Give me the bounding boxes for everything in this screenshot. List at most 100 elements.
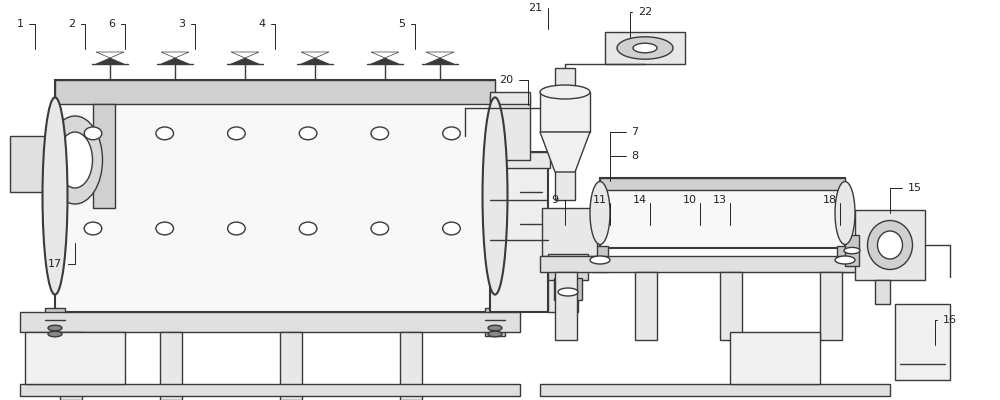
Ellipse shape	[868, 220, 912, 270]
Bar	[45, 308, 65, 336]
Ellipse shape	[443, 222, 460, 235]
Ellipse shape	[540, 85, 590, 99]
Text: 18: 18	[823, 195, 840, 225]
Circle shape	[844, 247, 860, 254]
Bar	[93, 104, 115, 208]
Polygon shape	[161, 52, 189, 58]
Text: 1: 1	[16, 19, 35, 49]
Ellipse shape	[84, 127, 102, 140]
Bar	[635, 272, 657, 340]
Polygon shape	[371, 58, 399, 64]
Polygon shape	[540, 132, 590, 172]
Ellipse shape	[590, 182, 610, 244]
Text: 16: 16	[935, 315, 957, 345]
Circle shape	[590, 256, 610, 264]
Bar	[540, 256, 890, 272]
Text: 4: 4	[258, 19, 275, 49]
Bar	[490, 152, 548, 312]
Circle shape	[558, 288, 578, 296]
Bar	[55, 80, 495, 104]
Text: 17: 17	[48, 243, 75, 269]
Text: 10: 10	[683, 195, 700, 225]
Bar	[720, 272, 742, 340]
Ellipse shape	[835, 182, 855, 244]
Bar	[548, 254, 588, 280]
Bar	[160, 332, 182, 400]
Bar	[548, 240, 578, 312]
Text: 9: 9	[551, 195, 565, 225]
Ellipse shape	[156, 222, 173, 235]
Bar	[10, 136, 55, 192]
Circle shape	[835, 256, 855, 264]
Bar	[540, 384, 890, 396]
Ellipse shape	[84, 222, 102, 235]
Bar	[280, 332, 302, 400]
Text: 22: 22	[630, 7, 652, 37]
Bar	[855, 210, 925, 280]
Text: 8: 8	[610, 151, 639, 181]
Bar	[600, 178, 845, 248]
Ellipse shape	[42, 97, 68, 294]
Circle shape	[488, 331, 502, 337]
Bar	[485, 308, 505, 336]
Bar	[605, 32, 685, 64]
Ellipse shape	[443, 127, 460, 140]
Bar	[60, 332, 82, 400]
Bar	[555, 272, 577, 340]
Text: 5: 5	[398, 19, 415, 49]
Bar	[542, 208, 597, 256]
Circle shape	[633, 43, 657, 53]
Bar	[490, 152, 550, 168]
Text: 13: 13	[713, 195, 730, 225]
Text: 6: 6	[108, 19, 125, 49]
Bar	[895, 304, 950, 380]
Text: 21: 21	[528, 3, 548, 29]
Bar	[540, 92, 590, 132]
Polygon shape	[371, 52, 399, 58]
Bar	[400, 332, 422, 400]
Text: 15: 15	[890, 183, 922, 213]
Ellipse shape	[299, 222, 317, 235]
Bar	[600, 178, 845, 190]
Text: 3: 3	[178, 19, 195, 49]
Bar	[555, 68, 575, 92]
Text: 11: 11	[593, 195, 610, 225]
Ellipse shape	[58, 132, 92, 188]
Bar	[20, 312, 520, 332]
Bar	[845, 234, 859, 266]
Bar	[592, 246, 608, 272]
Circle shape	[488, 325, 502, 331]
Circle shape	[48, 331, 62, 337]
Polygon shape	[426, 52, 454, 58]
Text: 7: 7	[610, 127, 639, 157]
Ellipse shape	[156, 127, 173, 140]
Bar	[55, 80, 495, 312]
Bar	[25, 332, 125, 384]
Circle shape	[617, 37, 673, 59]
Bar	[490, 92, 530, 104]
Text: 2: 2	[68, 19, 85, 49]
Polygon shape	[161, 58, 189, 64]
Polygon shape	[231, 52, 259, 58]
Ellipse shape	[371, 222, 389, 235]
Ellipse shape	[299, 127, 317, 140]
Polygon shape	[96, 58, 124, 64]
Text: 14: 14	[633, 195, 650, 225]
Polygon shape	[301, 58, 329, 64]
Bar	[20, 384, 520, 396]
Text: 20: 20	[499, 75, 528, 105]
Ellipse shape	[228, 222, 245, 235]
Polygon shape	[301, 52, 329, 58]
Bar	[554, 278, 582, 300]
Polygon shape	[426, 58, 454, 64]
Ellipse shape	[48, 116, 103, 204]
Ellipse shape	[228, 127, 245, 140]
Ellipse shape	[482, 97, 508, 294]
Bar	[555, 170, 575, 200]
Bar	[837, 246, 853, 272]
Bar	[820, 272, 842, 340]
Ellipse shape	[878, 231, 902, 259]
Circle shape	[48, 325, 62, 331]
Polygon shape	[231, 58, 259, 64]
Bar	[490, 96, 530, 160]
